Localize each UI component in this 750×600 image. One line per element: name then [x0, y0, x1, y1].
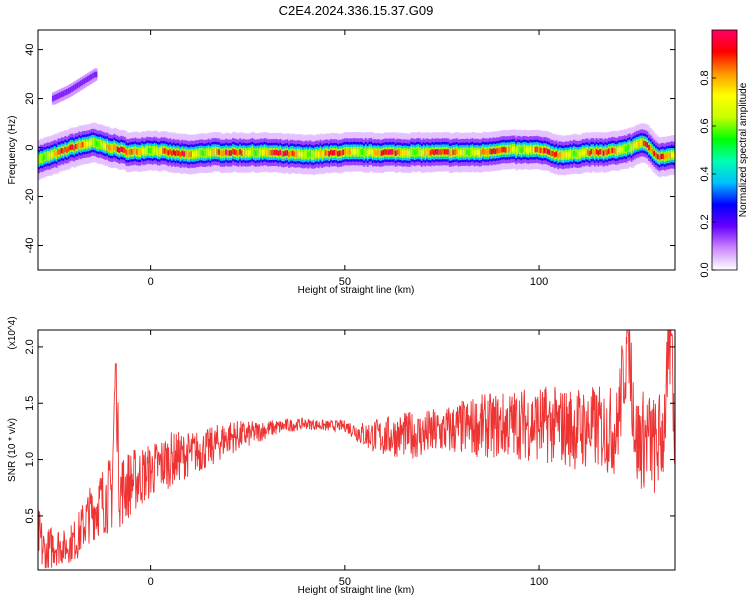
snr-panel: 0 50 100 0.5 1.0 1.5 2.0 Height of straight l… [7, 316, 676, 596]
snr-x-ticks: 0 50 100 [148, 330, 548, 588]
y-tick-label: -40 [24, 238, 36, 254]
x-tick-label: 50 [339, 276, 351, 288]
colorbar-tick-label: 0.4 [699, 166, 711, 181]
colorbar-tick-label: 0.8 [699, 70, 711, 85]
spectrogram-y-ticks: -40 -20 0 20 40 [24, 43, 675, 253]
x-tick-label: 50 [339, 576, 351, 588]
colorbar-tick-label: 0.2 [699, 214, 711, 229]
y-tick-label: 0.5 [24, 508, 36, 523]
y-tick-label: 1.5 [24, 396, 36, 411]
snr-y-ticks: 0.5 1.0 1.5 2.0 [24, 339, 675, 524]
colorbar-tick-label: 0.6 [699, 118, 711, 133]
spectrogram-heatmap [38, 68, 675, 181]
y-tick-label: 20 [24, 92, 36, 104]
x-tick-label: 0 [148, 276, 154, 288]
y-tick-label: 1.0 [24, 452, 36, 467]
colorbar: 0.0 0.2 0.4 0.6 0.8 Normalized spectral ampl… [699, 29, 749, 278]
spectrogram-y-axis-label: Frequency (Hz) [7, 116, 18, 185]
heatmap-branch-cell [93, 71, 98, 78]
spectrogram-x-ticks: 0 50 100 [148, 30, 548, 288]
snr-scale-label: (x10^4) [7, 316, 18, 349]
y-tick-label: 2.0 [24, 339, 36, 354]
x-tick-label: 0 [148, 576, 154, 588]
snr-y-axis-label: SNR (10 * v/v) [7, 418, 18, 482]
spectrogram-x-axis-label: Height of straight line (km) [298, 285, 415, 296]
colorbar-tick-label: 0.0 [699, 262, 711, 277]
y-tick-label: -20 [24, 189, 36, 205]
snr-series-line [38, 330, 675, 569]
y-tick-label: 40 [24, 43, 36, 55]
snr-frame [37, 329, 676, 571]
snr-series [38, 330, 675, 569]
x-tick-label: 100 [530, 276, 548, 288]
x-tick-label: 100 [530, 576, 548, 588]
colorbar-gradient [711, 29, 738, 271]
chart-title: C2E4.2024.336.15.37.G09 [279, 3, 434, 18]
snr-x-axis-label: Height of straight line (km) [298, 585, 415, 596]
spectrogram-panel: 0 50 100 -40 -20 0 20 40 Height of straight li… [7, 29, 676, 296]
spectrogram-frame [37, 29, 676, 271]
heatmap-cell [672, 152, 675, 158]
colorbar-ticks: 0.0 0.2 0.4 0.6 0.8 [699, 70, 716, 278]
y-tick-label: 0 [24, 144, 36, 150]
colorbar-label: Normalized spectral amplitude [738, 82, 749, 217]
